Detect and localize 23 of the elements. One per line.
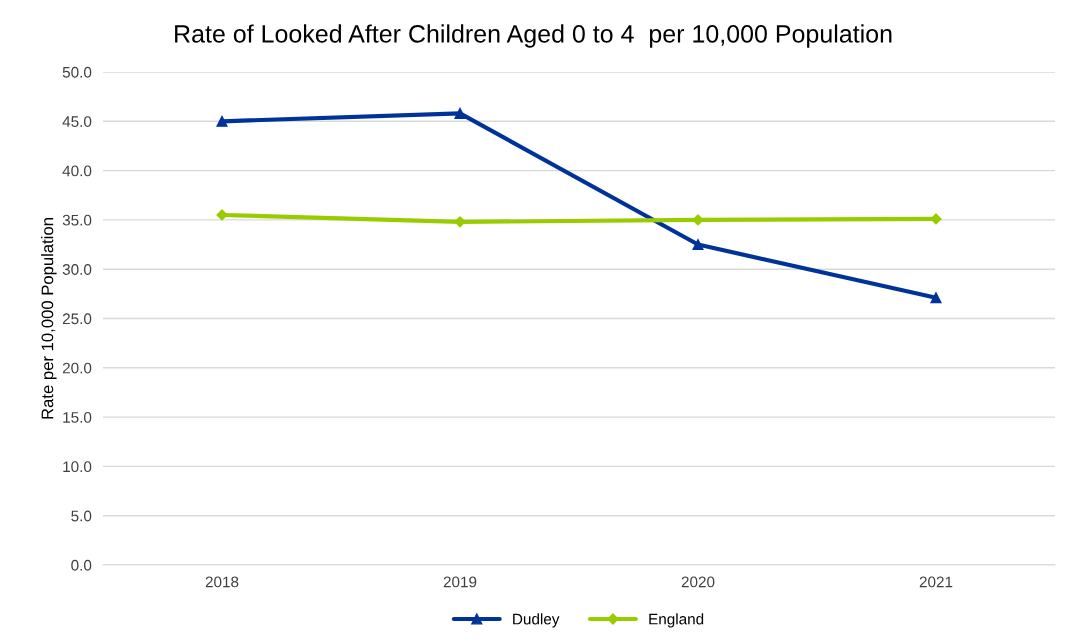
y-tick-label: 25.0 — [62, 313, 92, 325]
point — [454, 107, 466, 119]
point — [216, 115, 228, 127]
chart-title: Rate of Looked After Children Aged 0 to 4 per 10,000 Population — [175, 24, 892, 48]
y-axis-title: Rate per 10,000 Population — [41, 218, 57, 419]
point — [692, 238, 704, 251]
x-tick-label: 2019 — [443, 576, 477, 588]
y-tick-label: 35.0 — [62, 214, 92, 226]
legend-label: Dudley — [513, 613, 560, 628]
y-tick-label: 10.0 — [63, 461, 92, 473]
y-tick-label: 20.0 — [62, 362, 92, 374]
y-tick-label: 45.0 — [62, 116, 92, 127]
y-tick-label: 0.0 — [71, 559, 92, 571]
x-tick-label: 2018 — [205, 576, 239, 588]
x-tick-label: 2021 — [919, 576, 953, 588]
legend-label: England — [649, 613, 704, 628]
y-tick-label: 40.0 — [62, 165, 92, 177]
y-tick-label: 50.0 — [62, 66, 92, 78]
x-tick-label: 2020 — [681, 576, 715, 588]
point — [930, 292, 942, 304]
y-tick-label: 15.0 — [63, 411, 92, 423]
y-tick-label: 5.0 — [71, 510, 92, 522]
y-tick-label: 30.0 — [62, 264, 92, 275]
